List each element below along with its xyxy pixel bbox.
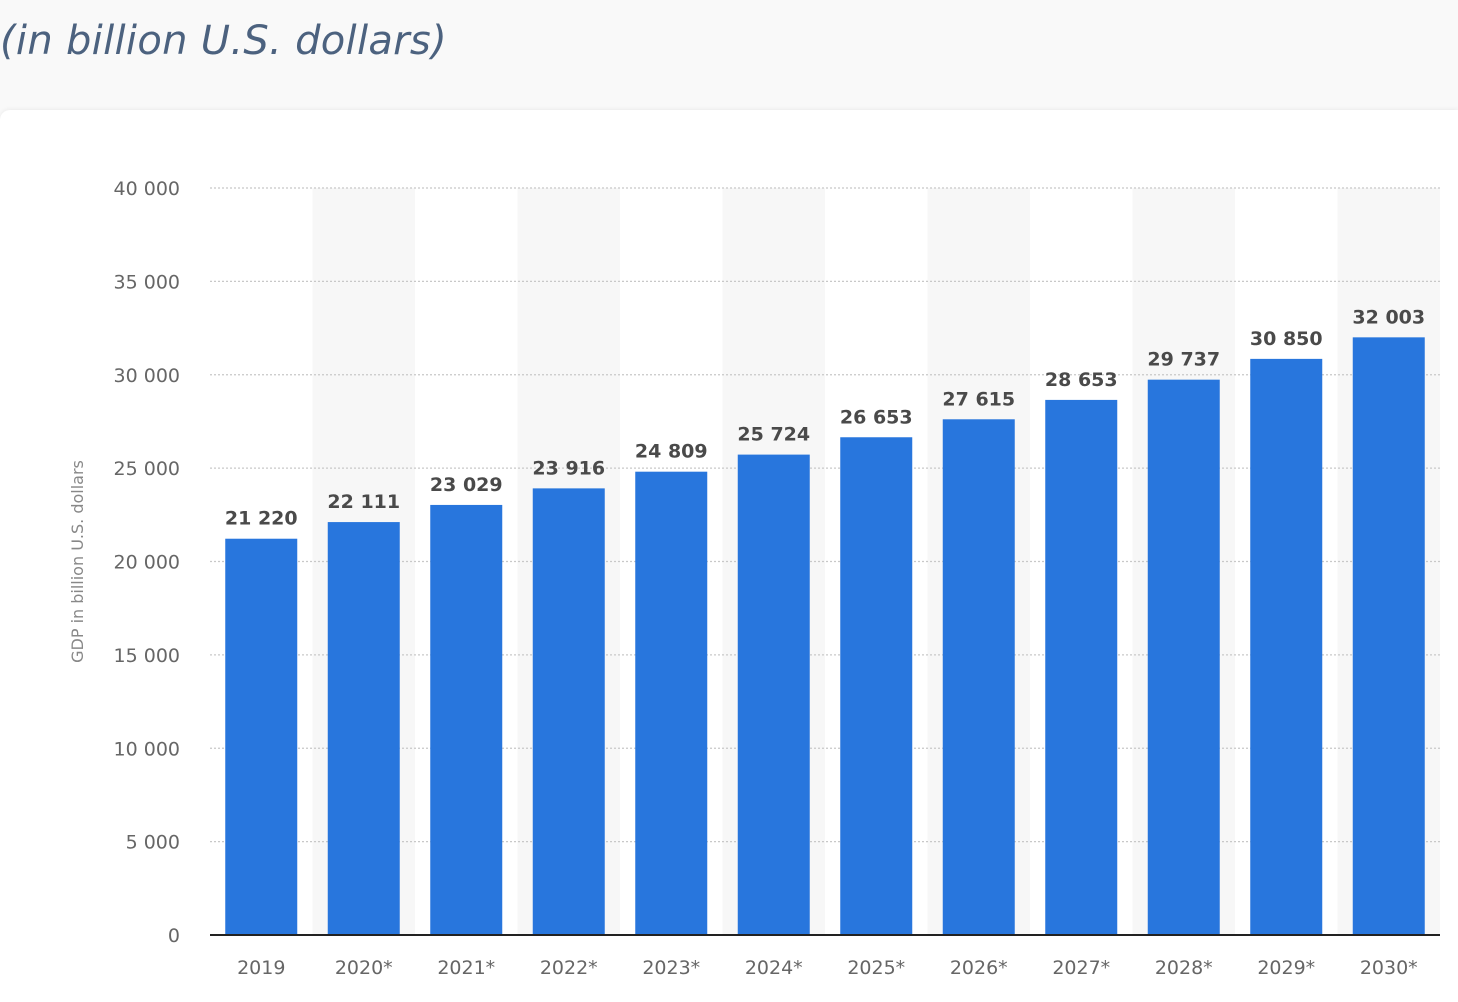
bar[interactable] xyxy=(635,471,708,935)
data-label: 28 653 xyxy=(1045,369,1118,391)
bar[interactable] xyxy=(225,538,298,935)
bar[interactable] xyxy=(942,419,1015,935)
gridlines xyxy=(210,187,1440,843)
data-label: 32 003 xyxy=(1352,306,1425,328)
bar[interactable] xyxy=(430,504,503,935)
data-labels: 21 220 22 111 23 029 23 916 24 809 25 724 26 6… xyxy=(225,306,1425,529)
x-tick-label: 2024* xyxy=(745,957,803,979)
y-axis-title: GDP in billion U.S. dollars xyxy=(68,460,87,663)
data-label: 25 724 xyxy=(737,424,810,446)
y-tick-label: 35 000 xyxy=(114,271,180,293)
y-tick-label: 15 000 xyxy=(114,645,180,667)
bar[interactable] xyxy=(1045,399,1118,935)
x-tick-label: 2022* xyxy=(540,957,598,979)
x-axis-labels: 2019 2020* 2021* 2022* 2023* 2024* 2025* 2026* 2… xyxy=(237,957,1418,979)
x-tick-label: 2029* xyxy=(1257,957,1315,979)
y-axis-ticks: 0 5 000 10 000 15 000 20 000 25 000 30 000 35 0… xyxy=(114,178,180,947)
data-label: 21 220 xyxy=(225,508,298,530)
bar[interactable] xyxy=(1352,337,1425,935)
data-label: 30 850 xyxy=(1250,328,1323,350)
data-label: 23 029 xyxy=(430,474,503,496)
x-tick-label: 2023* xyxy=(642,957,700,979)
y-tick-label: 30 000 xyxy=(114,365,180,387)
data-label: 24 809 xyxy=(635,441,708,463)
bar[interactable] xyxy=(532,488,605,935)
y-tick-label: 0 xyxy=(168,925,180,947)
bar[interactable] xyxy=(1250,358,1323,936)
bar[interactable] xyxy=(737,454,810,935)
x-tick-label: 2028* xyxy=(1155,957,1213,979)
data-label: 26 653 xyxy=(840,406,913,428)
y-tick-label: 20 000 xyxy=(114,552,180,574)
x-tick-label: 2019 xyxy=(237,957,285,979)
y-tick-label: 40 000 xyxy=(114,178,180,200)
bar[interactable] xyxy=(1147,379,1220,936)
x-tick-label: 2020* xyxy=(335,957,393,979)
x-tick-label: 2030* xyxy=(1360,957,1418,979)
data-label: 27 615 xyxy=(942,388,1015,410)
x-tick-label: 2026* xyxy=(950,957,1008,979)
bars xyxy=(225,337,1425,936)
y-tick-label: 10 000 xyxy=(114,738,180,760)
y-tick-label: 5 000 xyxy=(126,832,180,854)
x-tick-label: 2021* xyxy=(437,957,495,979)
y-tick-label: 25 000 xyxy=(114,458,180,480)
x-tick-label: 2025* xyxy=(847,957,905,979)
bar[interactable] xyxy=(327,522,400,935)
data-label: 22 111 xyxy=(327,491,400,513)
data-label: 23 916 xyxy=(532,457,605,479)
bar[interactable] xyxy=(840,437,913,935)
chart-subtitle: (in billion U.S. dollars) xyxy=(0,18,447,64)
data-label: 29 737 xyxy=(1147,349,1220,371)
x-tick-label: 2027* xyxy=(1052,957,1110,979)
